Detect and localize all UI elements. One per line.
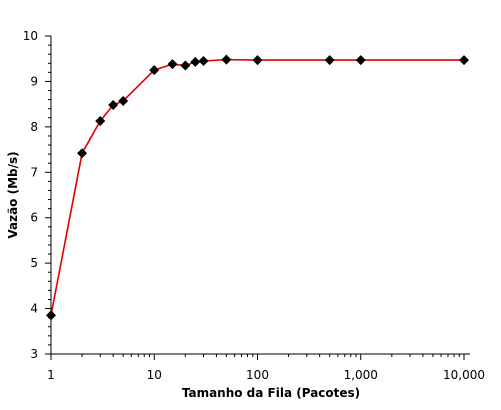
x-axis-label: Tamanho da Fila (Pacotes) — [182, 386, 360, 400]
data-point — [95, 115, 106, 126]
data-point — [324, 55, 335, 66]
y-tick-label: 4 — [30, 302, 38, 316]
series-line — [50, 58, 464, 316]
ticks: 3 4 5 6 7 8 9 10 1 10 100 1,000 10,000 — [23, 29, 485, 382]
x-tick-label: 1,000 — [344, 368, 378, 382]
data-point — [355, 55, 366, 66]
x-tick-label: 100 — [246, 368, 269, 382]
axes — [50, 36, 470, 355]
plot-area — [46, 54, 469, 321]
y-tick-label: 7 — [30, 165, 38, 179]
data-point — [149, 65, 160, 76]
data-point — [459, 55, 469, 66]
x-tick-label: 1 — [47, 368, 55, 382]
data-point — [180, 60, 191, 71]
y-tick-label: 6 — [30, 211, 38, 225]
data-point — [46, 310, 56, 321]
data-point — [118, 95, 129, 106]
data-point — [221, 54, 232, 65]
data-point — [167, 59, 178, 70]
y-tick-label: 9 — [30, 74, 38, 88]
data-point — [77, 148, 88, 159]
y-tick-label: 10 — [23, 29, 38, 43]
y-axis-label: Vazão (Mb/s) — [6, 151, 20, 238]
data-point — [190, 56, 201, 67]
data-point — [108, 100, 119, 111]
data-point — [198, 55, 209, 66]
data-point — [252, 55, 263, 66]
y-tick-label: 3 — [30, 347, 38, 361]
y-tick-label: 5 — [30, 256, 38, 270]
x-tick-label: 10,000 — [443, 368, 485, 382]
x-tick-label: 10 — [147, 368, 162, 382]
y-tick-label: 8 — [30, 120, 38, 134]
